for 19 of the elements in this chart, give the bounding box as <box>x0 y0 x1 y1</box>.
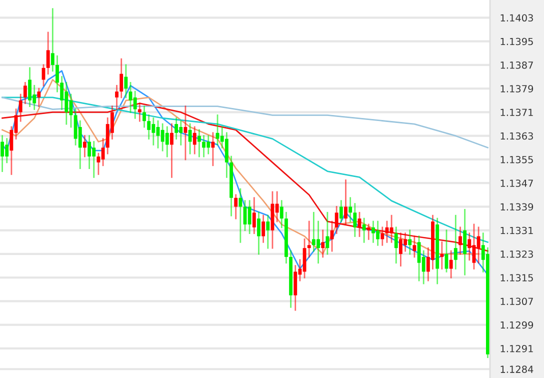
y-tick-label: 1.1395 <box>500 38 533 46</box>
y-tick-label: 1.1371 <box>500 108 533 116</box>
y-tick-label: 1.1347 <box>500 180 533 187</box>
y-tick-label: 1.1403 <box>500 14 533 22</box>
y-tick-label: 1.1307 <box>500 298 533 306</box>
y-tick-label: 1.1299 <box>500 321 534 329</box>
y-tick-label: 1.1379 <box>500 85 534 92</box>
y-tick-label: 1.1363 <box>500 132 533 140</box>
line-series <box>2 79 480 255</box>
line-series <box>2 96 488 148</box>
y-tick-label: 1.1339 <box>500 203 534 211</box>
y-tick-label: 1.1323 <box>500 250 533 258</box>
y-tick-label: 1.1331 <box>500 226 533 234</box>
y-tick-label: 1.1284 <box>500 366 534 373</box>
y-tick-label: 1.1315 <box>500 274 533 282</box>
y-tick-label: 1.1291 <box>500 344 533 352</box>
y-tick-label: 1.1355 <box>500 156 533 164</box>
line-series <box>2 70 488 276</box>
y-tick-label: 1.1387 <box>500 61 533 69</box>
